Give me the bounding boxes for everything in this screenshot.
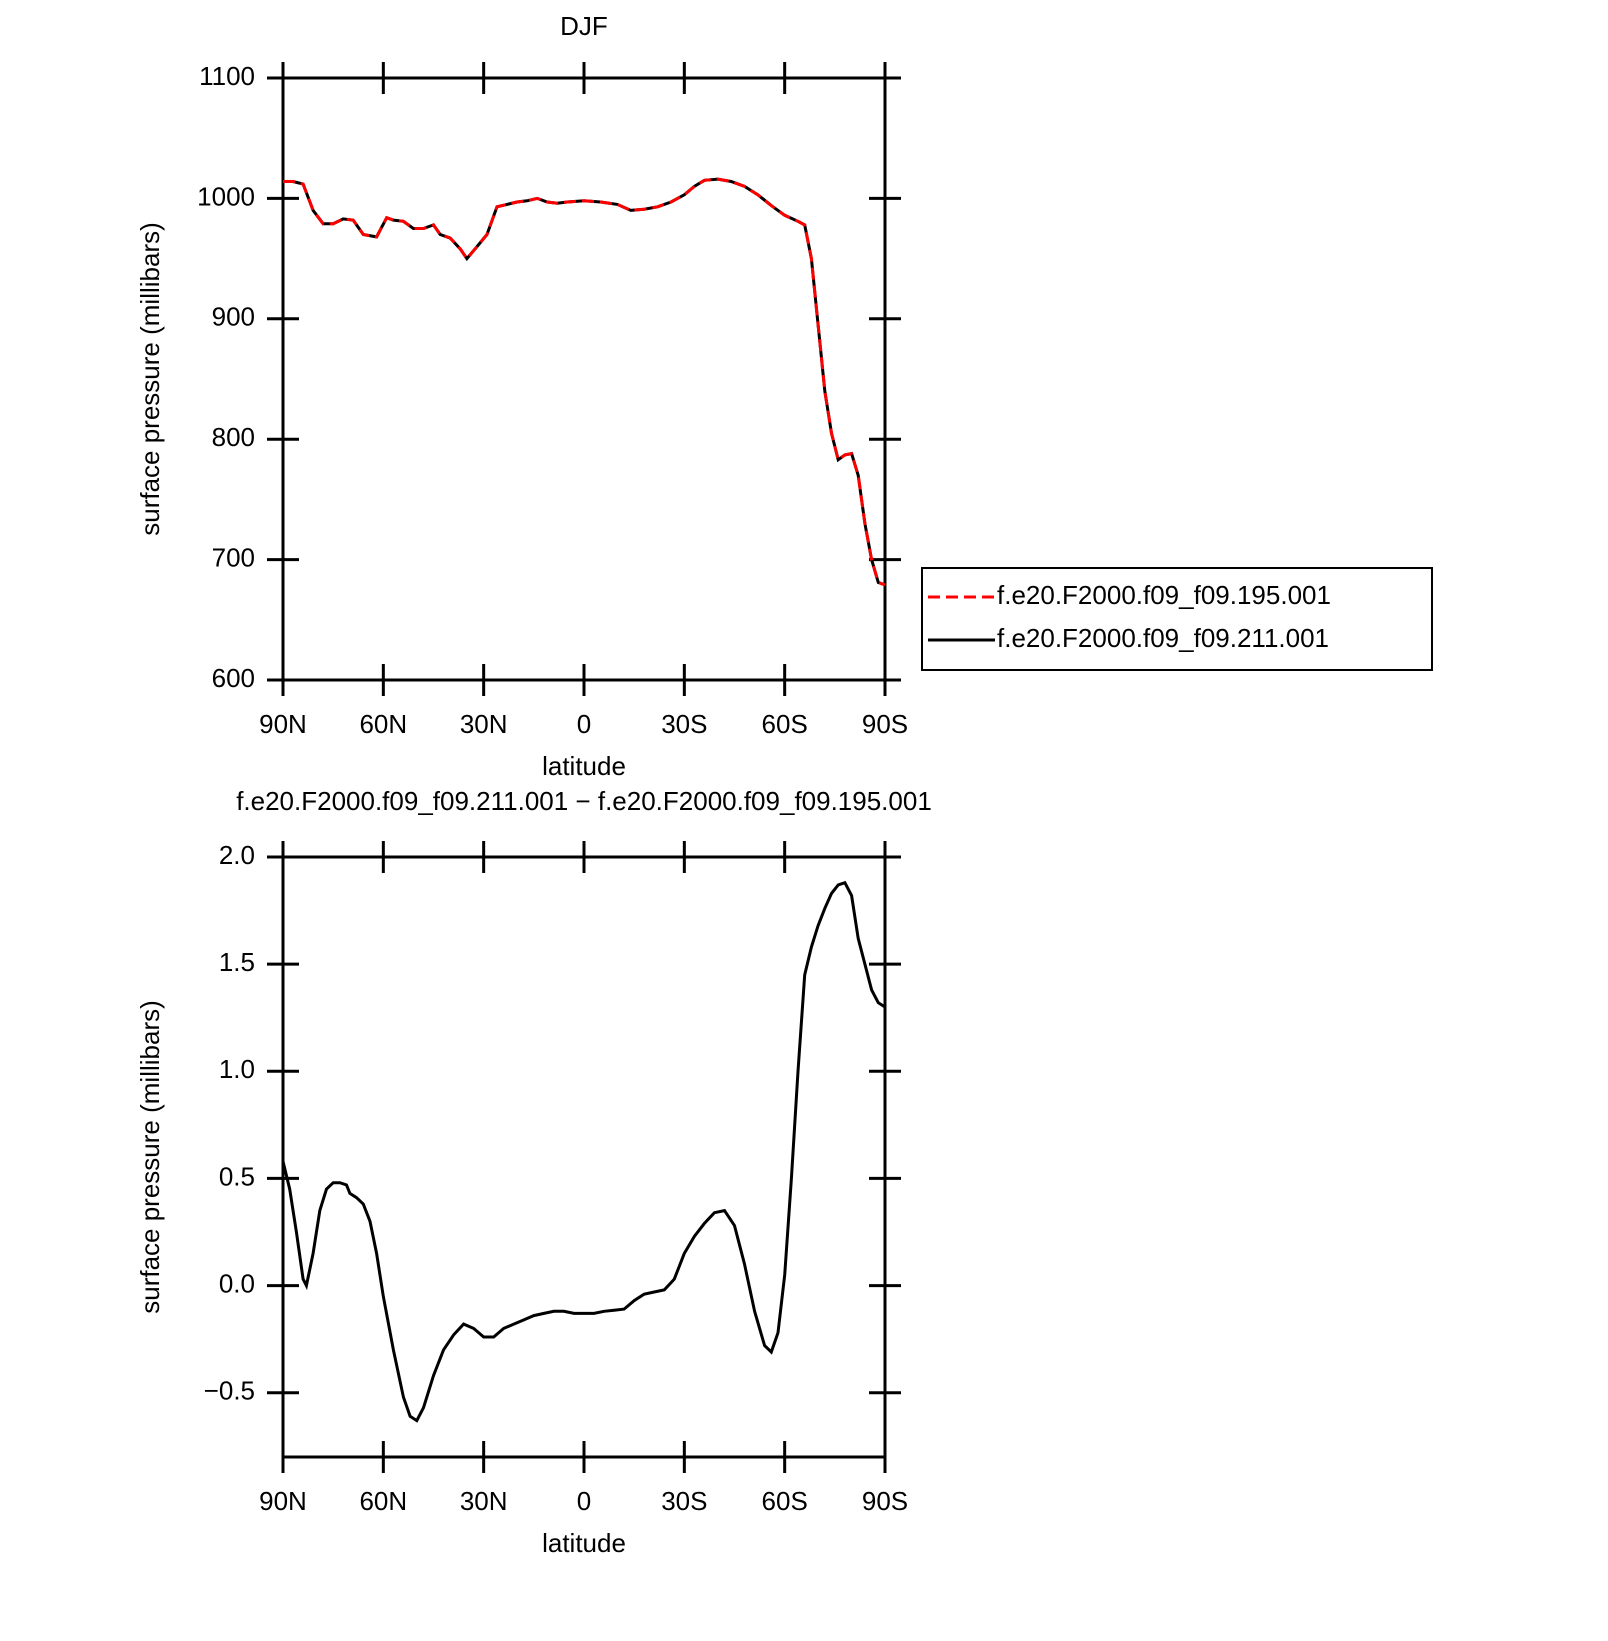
x-tick-label: 90S [862,709,908,739]
x-tick-label: 60N [359,709,407,739]
y-tick-label: 1000 [197,181,255,211]
series-line [281,880,886,1423]
y-tick-label: 0.0 [219,1268,255,1298]
y-tick-label: 2.0 [219,840,255,870]
x-tick-label: 30N [460,709,508,739]
series-line [283,177,886,587]
x-tick-label: 60S [762,709,808,739]
x-tick-label: 90S [862,1486,908,1516]
y-axis-label: surface pressure (millibars) [135,1000,165,1314]
y-tick-label: 1100 [199,61,255,91]
y-tick-label: 1.0 [219,1054,255,1084]
plot-frame [281,76,887,682]
x-tick-label: 90N [259,709,307,739]
x-tick-label: 90N [259,1486,307,1516]
y-tick-label: 700 [212,542,255,572]
y-tick-label: 600 [212,663,255,693]
plot-frame [281,855,887,1459]
y-tick-label: 0.5 [219,1161,255,1191]
series-line [283,177,886,587]
x-tick-label: 30S [661,1486,707,1516]
x-tick-label: 60S [762,1486,808,1516]
x-axis-label: latitude [542,751,626,781]
chart-title: DJF [560,11,608,41]
y-tick-label: 900 [212,302,255,332]
x-tick-label: 30S [661,709,707,739]
x-tick-label: 0 [577,709,591,739]
chart-title: f.e20.F2000.f09_f09.211.001 − f.e20.F200… [236,786,932,816]
y-tick-label: 800 [212,422,255,452]
x-tick-label: 0 [577,1486,591,1516]
x-axis-label: latitude [542,1528,626,1558]
y-axis-label: surface pressure (millibars) [135,222,165,536]
x-tick-label: 60N [359,1486,407,1516]
y-tick-label: −0.5 [204,1376,255,1406]
x-tick-label: 30N [460,1486,508,1516]
legend-label: f.e20.F2000.f09_f09.195.001 [997,580,1331,610]
legend-box [921,567,1433,671]
y-tick-label: 1.5 [219,947,255,977]
legend-label: f.e20.F2000.f09_f09.211.001 [997,623,1329,653]
